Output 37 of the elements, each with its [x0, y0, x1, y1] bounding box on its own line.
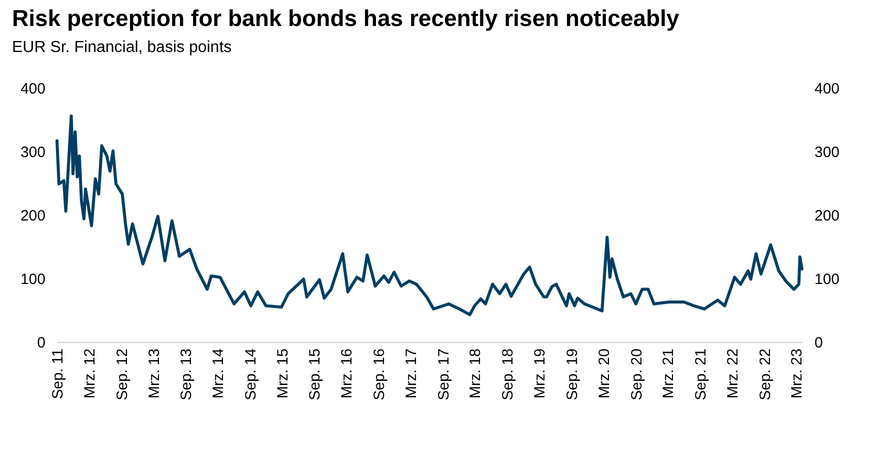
line-series — [56, 114, 804, 316]
y2-tick-label: 200 — [814, 208, 840, 224]
x-tick-label: Mrz. 12 — [82, 348, 99, 399]
chart-subtitle: EUR Sr. Financial, basis points — [12, 39, 232, 56]
x-tick-label: Mrz. 18 — [467, 348, 484, 399]
x-tick-label: Mrz. 20 — [596, 348, 613, 399]
x-tick-label: Sep. 13 — [178, 348, 196, 400]
y-tick-label: 300 — [20, 144, 46, 161]
y-tick-label: 200 — [20, 208, 46, 224]
y2-tick-label: 100 — [814, 271, 840, 288]
x-tick-label: Sep. 20 — [628, 348, 646, 400]
x-tick-label: Sep. 16 — [371, 348, 388, 400]
x-tick-label: Sep. 15 — [306, 348, 324, 400]
x-tick-label: Sep. 17 — [435, 348, 452, 400]
x-tick-label: Mrz. 16 — [338, 348, 356, 399]
y-tick-label: 0 — [37, 334, 46, 352]
x-tick-label: Sep. 22 — [756, 348, 774, 400]
x-tick-label: Mrz. 13 — [146, 348, 163, 399]
x-tick-label: Sep. 19 — [564, 348, 581, 400]
x-tick-label: Mrz. 22 — [724, 348, 742, 399]
y2-tick-label: 300 — [814, 144, 840, 161]
y-tick-label: 400 — [20, 80, 46, 98]
x-tick-label: Sep. 12 — [114, 348, 131, 400]
y2-tick-label: 0 — [814, 334, 823, 352]
x-tick-label: Mrz. 15 — [274, 348, 292, 399]
y-tick-label: 100 — [20, 271, 46, 288]
x-tick-label: Mrz. 14 — [210, 348, 228, 399]
x-tick-label: Mrz. 17 — [402, 348, 420, 399]
x-tick-label: Mrz. 23 — [788, 348, 806, 399]
x-tick-label: Mrz. 21 — [660, 348, 678, 399]
x-tick-label: Sep. 11 — [50, 348, 66, 400]
x-tick-label: Sep. 14 — [242, 348, 260, 400]
x-tick-label: Mrz. 19 — [531, 348, 548, 399]
chart-title: Risk perception for bank bonds has recently risen noticeably — [12, 5, 680, 31]
y2-tick-label: 400 — [814, 80, 840, 98]
x-tick-label: Sep. 21 — [692, 348, 710, 400]
x-tick-label: Sep. 18 — [500, 348, 517, 400]
